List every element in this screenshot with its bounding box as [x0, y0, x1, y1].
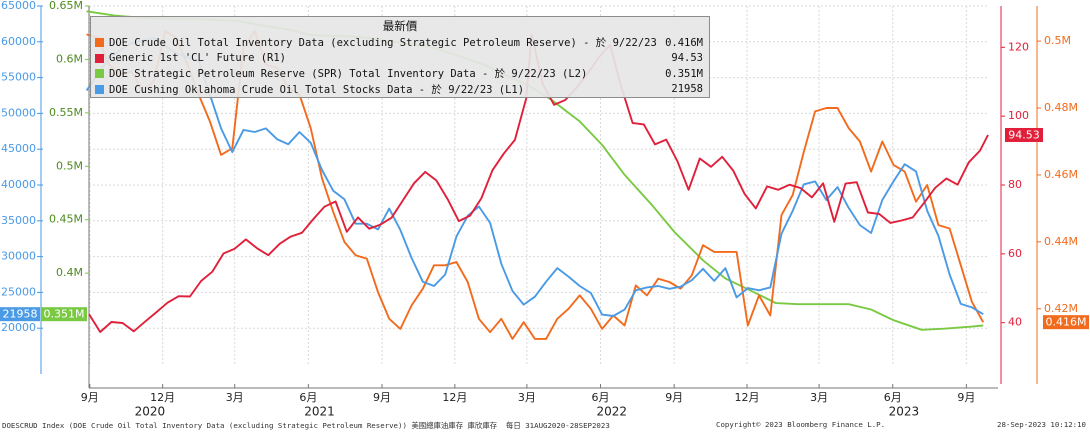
legend-label: DOE Crude Oil Total Inventory Data (excl… — [109, 37, 666, 50]
tick-label-year: 2021 — [304, 405, 335, 419]
end-badge-l2-bg — [41, 307, 87, 322]
tick-label-month: 9月 — [665, 391, 683, 404]
legend-label: DOE Cushing Oklahoma Crude Oil Total Sto… — [109, 83, 525, 96]
legend-entry-cushing: DOE Cushing Oklahoma Crude Oil Total Sto… — [91, 82, 709, 98]
tick-label-r2: 0.5M — [1044, 34, 1071, 47]
tick-label-r1: 100 — [1008, 109, 1029, 122]
legend-swatch — [95, 53, 104, 63]
tick-label-l1: 20000 — [1, 321, 36, 334]
tick-label-l1: 35000 — [1, 214, 36, 227]
legend-entry-crude-inventory: DOE Crude Oil Total Inventory Data (excl… — [91, 35, 709, 51]
tick-label-month: 3月 — [518, 391, 536, 404]
tick-label-r1: 120 — [1008, 40, 1029, 53]
tick-label-l1: 55000 — [1, 71, 36, 84]
end-badge-r1-text: 94.53 — [1008, 128, 1040, 141]
tick-label-month: 9月 — [957, 391, 975, 404]
tick-label-l1: 45000 — [1, 142, 36, 155]
tick-label-r1: 60 — [1008, 247, 1022, 260]
end-badge-l2: 0.351M — [41, 307, 87, 322]
tick-label-month: 3月 — [810, 391, 828, 404]
series-line-r2 — [86, 30, 985, 340]
tick-label-month: 12月 — [735, 391, 760, 404]
end-badge-l1-bg — [0, 307, 40, 322]
tick-label-month: 12月 — [442, 391, 467, 404]
chart-axes: 20000 25000 30000 35000 40000 45000 50000 55000… — [1, 0, 1078, 419]
tick-label-l2: 0.55M — [49, 106, 83, 119]
end-badge-r2-bg — [1043, 315, 1089, 330]
chart-legend: 最新價 DOE Crude Oil Total Inventory Data (… — [90, 16, 710, 98]
tick-label-year: 2020 — [135, 405, 166, 419]
legend-title: 最新價 — [382, 19, 418, 33]
legend-entry-cl-future: Generic 1st 'CL' Future (R1) 94.53 — [91, 51, 709, 67]
end-badge-r2-text: 0.416M — [1046, 316, 1087, 329]
legend-swatch — [95, 38, 104, 48]
tick-label-l1: 40000 — [1, 178, 36, 191]
tick-label-r1: 80 — [1008, 178, 1022, 191]
tick-label-month: 9月 — [81, 391, 99, 404]
tick-label-l2: 0.45M — [49, 213, 83, 226]
tick-label-month: 6月 — [884, 391, 902, 404]
legend-swatch — [95, 84, 104, 94]
end-badge-l1: 21958 — [0, 307, 40, 322]
end-badge-l1-text: 21958 — [3, 308, 38, 321]
footer-copyright: Copyright© 2023 Bloomberg Finance L.P. — [716, 420, 886, 429]
end-badge-l2-text: 0.351M — [44, 308, 85, 321]
tick-label-l1: 25000 — [1, 285, 36, 298]
legend-value: 21958 — [671, 83, 703, 96]
series-line-l1 — [85, 37, 984, 317]
tick-label-l1: 50000 — [1, 106, 36, 119]
end-badge-r2: 0.416M — [1043, 315, 1089, 330]
tick-label-r2: 0.42M — [1044, 302, 1078, 315]
tick-label-month: 12月 — [150, 391, 175, 404]
tick-label-r1: 40 — [1008, 316, 1022, 329]
chart-footer: DOESCRUD Index (DOE Crude Oil Total Inve… — [0, 420, 1090, 432]
end-badge-r1: 94.53 — [1005, 127, 1043, 142]
legend-value: 0.351M — [665, 67, 703, 80]
legend-entry-spr: DOE Strategic Petroleum Reserve (SPR) To… — [91, 66, 709, 82]
end-badge-r1-bg — [1005, 127, 1043, 142]
tick-label-l2: 0.4M — [56, 266, 83, 279]
tick-label-l1: 30000 — [1, 250, 36, 263]
footer-timestamp: 28-Sep-2023 10:12:10 — [997, 420, 1086, 429]
tick-label-l1: 60000 — [1, 35, 36, 48]
footer-source: DOESCRUD Index (DOE Crude Oil Total Inve… — [2, 421, 610, 430]
tick-label-month: 3月 — [226, 391, 244, 404]
tick-label-month: 6月 — [299, 391, 317, 404]
legend-swatch — [95, 69, 104, 79]
tick-label-month: 6月 — [592, 391, 610, 404]
legend-label: Generic 1st 'CL' Future (R1) — [109, 52, 287, 65]
tick-label-r2: 0.46M — [1044, 168, 1078, 181]
tick-label-year: 2023 — [889, 405, 920, 419]
legend-label: DOE Strategic Petroleum Reserve (SPR) To… — [109, 68, 588, 81]
legend-value: 0.416M — [665, 36, 703, 49]
tick-label-l2: 0.65M — [49, 0, 83, 12]
tick-label-r2: 0.48M — [1044, 101, 1078, 114]
tick-label-l2: 0.6M — [56, 52, 83, 65]
tick-label-l2: 0.5M — [56, 159, 83, 172]
tick-label-l1: 65000 — [1, 0, 36, 12]
tick-label-year: 2022 — [596, 405, 627, 419]
tick-label-month: 9月 — [373, 391, 391, 404]
legend-value: 94.53 — [671, 52, 703, 65]
axis-end-badges: 21958 0.351M 94.53 0.416M — [0, 127, 1089, 330]
tick-label-r2: 0.44M — [1044, 235, 1078, 248]
